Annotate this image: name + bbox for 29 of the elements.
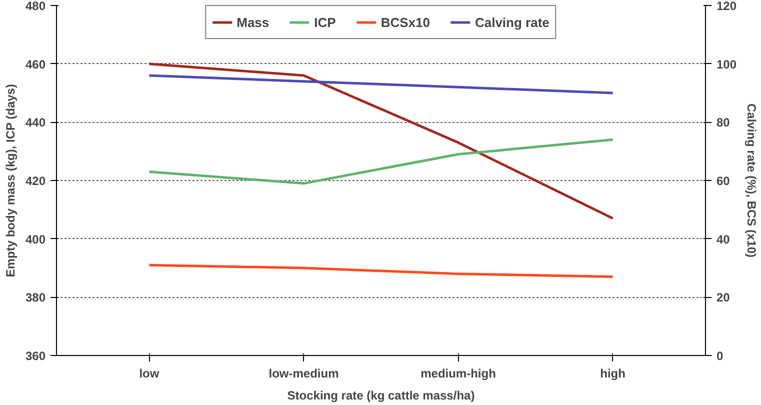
y2-tick-label: 80 bbox=[716, 116, 730, 130]
y2-tick-label: 120 bbox=[716, 0, 737, 13]
legend-label: Mass bbox=[236, 14, 270, 30]
y2-tick-label: 0 bbox=[716, 349, 724, 363]
y-tick-label: 360 bbox=[25, 349, 46, 363]
y2-tick-label: 100 bbox=[716, 57, 737, 72]
legend-label: BCSx10 bbox=[380, 14, 430, 30]
y-tick-label: 420 bbox=[25, 174, 46, 188]
x-tick-label: low-medium bbox=[268, 366, 339, 380]
y2-tick-label: 40 bbox=[716, 232, 730, 246]
y-tick-label: 480 bbox=[25, 0, 46, 13]
x-tick-label: high bbox=[600, 366, 626, 380]
legend-label: Calving rate bbox=[474, 14, 550, 30]
y2-axis-title: Calving rate (%), BCS (x10) bbox=[744, 103, 759, 258]
y2-tick-label: 60 bbox=[716, 174, 730, 188]
y-tick-label: 400 bbox=[25, 232, 46, 246]
legend-label: ICP bbox=[314, 14, 336, 30]
line-series bbox=[148, 138, 614, 185]
y-tick-label: 440 bbox=[25, 116, 46, 130]
line-series bbox=[148, 62, 614, 220]
x-axis-title: Stocking rate (kg cattle mass/ha) bbox=[287, 388, 475, 402]
y-tick-label: 380 bbox=[25, 290, 46, 305]
y-axis-title: Empty body mass (kg), ICP (days) bbox=[3, 84, 18, 278]
y-tick-label: 460 bbox=[25, 57, 46, 72]
line-series bbox=[148, 264, 614, 278]
line-series bbox=[148, 74, 614, 94]
x-tick-label: low bbox=[139, 366, 160, 380]
y2-tick-label: 20 bbox=[716, 290, 730, 305]
x-tick-label: medium-high bbox=[420, 366, 496, 380]
